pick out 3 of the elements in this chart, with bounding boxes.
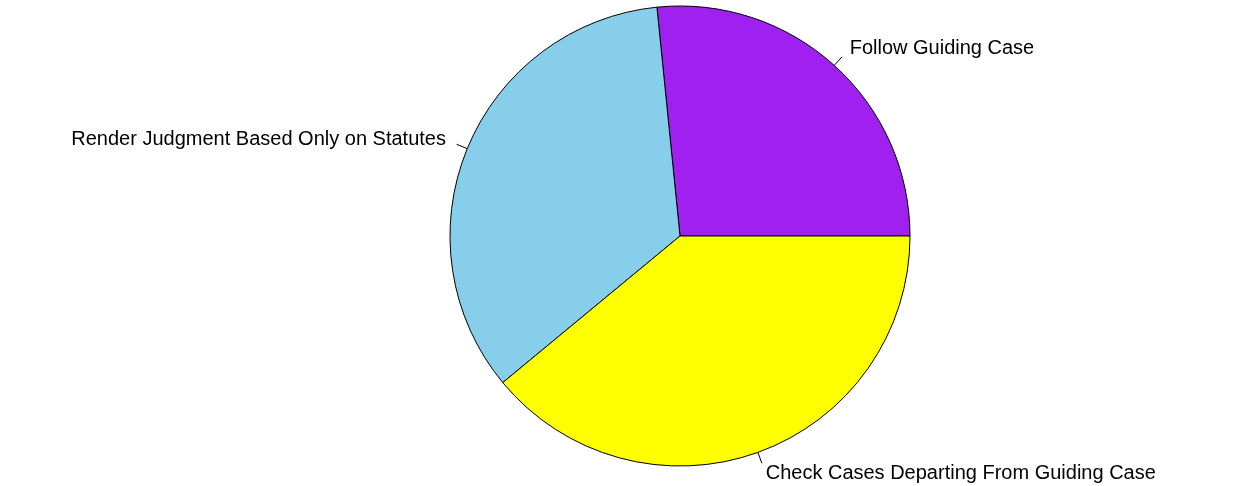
slice-label: Check Cases Departing From Guiding Case — [765, 461, 1156, 484]
slice-label: Render Judgment Based Only on Statutes — [71, 127, 446, 150]
slice-label: Follow Guiding Case — [849, 35, 1035, 58]
